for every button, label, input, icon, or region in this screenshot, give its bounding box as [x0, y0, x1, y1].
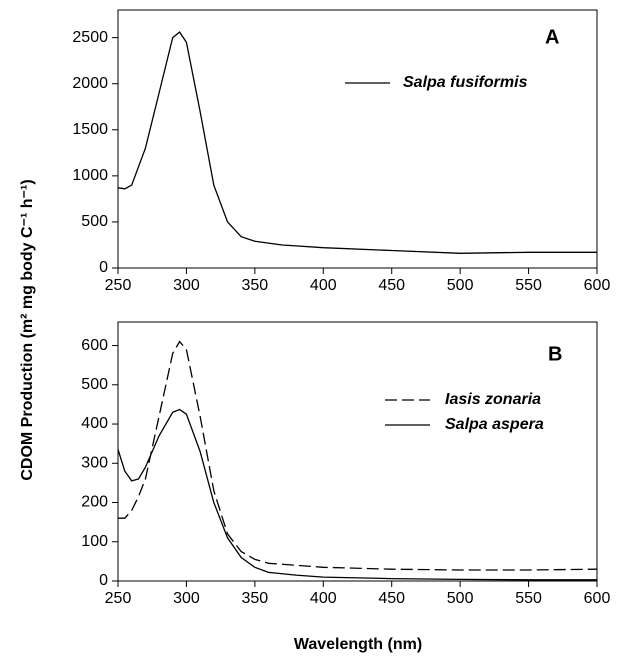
y-tick-label: 100 [81, 533, 108, 550]
panel-label: B [548, 343, 562, 365]
x-tick-label: 400 [310, 277, 337, 294]
legend-label: Salpa aspera [445, 416, 544, 433]
data-line [118, 340, 598, 571]
y-tick-label: 400 [81, 415, 108, 432]
plot-frame [117, 9, 598, 269]
y-tick-label: 300 [81, 454, 108, 471]
y-tick-label: 600 [81, 337, 108, 354]
y-tick-label: 1500 [72, 121, 108, 138]
panel-label: A [545, 26, 559, 48]
x-tick-label: 450 [378, 590, 405, 607]
x-tick-label: 500 [447, 277, 474, 294]
x-tick-label: 300 [173, 590, 200, 607]
legend-label: Iasis zonaria [445, 391, 541, 408]
y-tick-label: 2000 [72, 75, 108, 92]
data-line [117, 408, 597, 581]
x-tick-label: 350 [242, 277, 269, 294]
x-tick-label: 500 [447, 590, 474, 607]
x-tick-label: 300 [173, 277, 200, 294]
x-tick-label: 550 [515, 277, 542, 294]
y-tick-label: 2500 [72, 29, 108, 46]
x-tick-label: 550 [515, 590, 542, 607]
data-line [117, 31, 597, 254]
y-tick-label: 500 [81, 213, 108, 230]
y-axis-label: CDOM Production (m² mg body C⁻¹ h⁻¹) [19, 179, 36, 480]
x-tick-label: 450 [378, 277, 405, 294]
y-tick-label: 500 [81, 376, 108, 393]
x-tick-label: 600 [584, 590, 611, 607]
y-tick-label: 1000 [72, 167, 108, 184]
x-tick-label: 400 [310, 590, 337, 607]
y-tick-label: 200 [81, 494, 108, 511]
legend-label: Salpa fusiformis [403, 74, 528, 91]
x-tick-label: 250 [105, 590, 132, 607]
y-tick-label: 0 [99, 259, 108, 276]
x-tick-label: 350 [242, 590, 269, 607]
x-tick-label: 600 [584, 277, 611, 294]
x-tick-label: 250 [105, 277, 132, 294]
y-tick-label: 0 [99, 572, 108, 589]
x-axis-label: Wavelength (nm) [294, 636, 422, 653]
